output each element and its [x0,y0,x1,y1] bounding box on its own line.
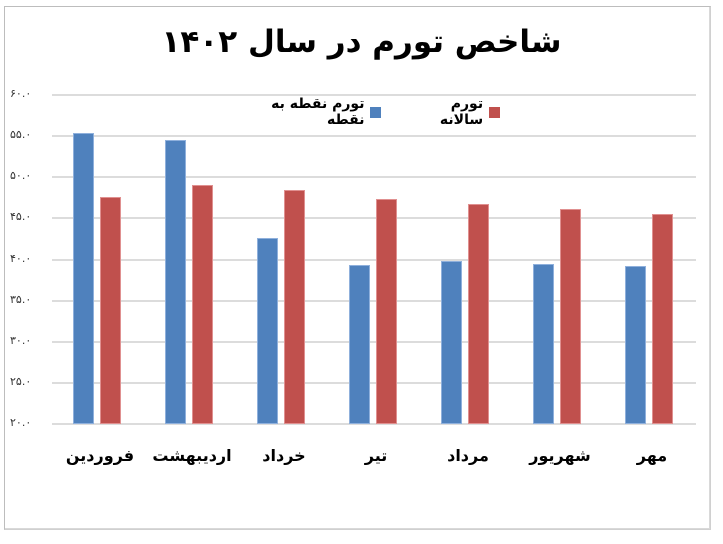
bar-annual [192,185,213,424]
bar-annual [376,198,397,424]
bar-annual [652,214,673,424]
bar-annual [100,197,121,424]
gridline [52,176,696,179]
x-category-label: تیر [364,446,388,465]
y-tick-label: ۵۰.۰ [10,169,32,183]
y-tick-label: ۴۰.۰ [10,251,32,265]
bar-point-to-point [533,263,554,424]
x-category-label: مهر [636,446,668,465]
chart-legend: تورم سالانه تورم نقطه به نقطه [230,96,500,128]
bar-point-to-point [349,265,370,424]
legend-item-annual: تورم سالانه [403,96,500,128]
gridline [52,423,696,425]
y-tick-label: ۵۵.۰ [10,128,32,142]
x-category-label: خرداد [262,446,306,465]
bar-point-to-point [625,266,646,424]
bar-annual [284,190,305,424]
legend-label-point-to-point: تورم نقطه به نقطه [271,96,365,128]
y-tick-label: ۲۰.۰ [10,416,32,429]
gridline [52,94,696,96]
chart-title: شاخص تورم در سال ۱۴۰۲ [161,24,562,60]
plot-area [52,94,696,425]
gridline [52,340,696,343]
x-category-label: اردیبهشت [152,446,232,465]
y-tick-label: ۲۵.۰ [10,374,32,388]
bar-point-to-point [257,238,278,424]
x-category-label: فروردین [65,446,135,465]
legend-swatch-blue [370,106,382,118]
bar-annual [560,209,581,424]
bar-point-to-point [73,132,94,424]
y-tick-label: ۶۰.۰ [10,87,32,100]
legend-label-annual: تورم سالانه [439,96,484,128]
x-category-label: شهریور [529,446,591,465]
y-tick-label: ۳۵.۰ [10,292,32,306]
gridline [52,217,696,220]
gridline [52,299,696,302]
gridline [52,135,696,138]
bar-point-to-point [165,140,186,424]
gridline [52,381,696,384]
bar-point-to-point [441,261,462,424]
legend-swatch-red [489,106,500,118]
y-tick-label: ۴۵.۰ [10,210,32,224]
x-category-label: مرداد [447,446,489,465]
legend-item-point-to-point: تورم نقطه به نقطه [230,96,382,128]
bar-annual [468,204,489,424]
y-tick-label: ۳۰.۰ [10,333,32,347]
gridline [52,258,696,261]
